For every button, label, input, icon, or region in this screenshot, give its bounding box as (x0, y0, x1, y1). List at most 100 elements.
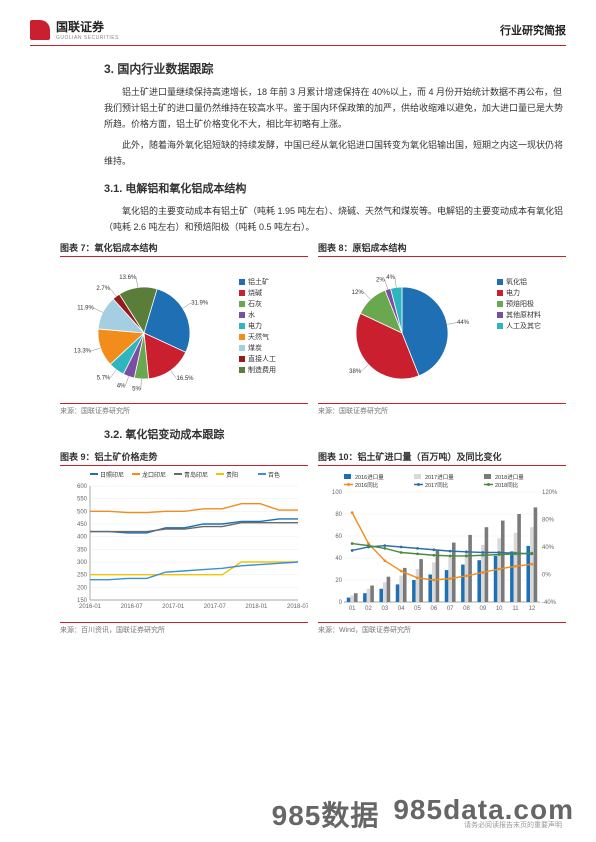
svg-text:铝土矿: 铝土矿 (248, 277, 269, 286)
svg-text:03: 03 (381, 606, 388, 612)
svg-text:龙口印尼: 龙口印尼 (142, 471, 166, 479)
para-2: 此外，随着海外氧化铝短缺的持续发酵，中国已经从氧化铝进口国转变为氧化铝输出国，短… (104, 138, 566, 170)
svg-text:20: 20 (335, 578, 342, 584)
svg-text:其他原材料: 其他原材料 (506, 310, 541, 319)
svg-text:制造费用: 制造费用 (248, 365, 276, 374)
fig8-body: 44% 38% 12% 2%4% 氧化铝电力预焙阳极其他原材料人工及其它 (318, 261, 566, 401)
svg-text:09: 09 (479, 606, 486, 612)
svg-text:直接人工: 直接人工 (248, 354, 276, 363)
section-3-2-title: 3.2. 氧化铝变动成本跟踪 (104, 426, 566, 442)
svg-text:60: 60 (335, 534, 342, 540)
svg-text:4%: 4% (386, 275, 395, 281)
svg-text:31.9%: 31.9% (191, 301, 209, 307)
fig7-box: 图表 7：氧化铝成本结构 31.9%16.5%5%4%5.7%13.3%11.9… (60, 241, 308, 416)
fig10-body: 2016进口量2017进口量2018进口量2016同比2017同比2018同比0… (318, 470, 566, 620)
section-3-title: 3. 国内行业数据跟踪 (104, 60, 566, 77)
svg-text:600: 600 (77, 484, 88, 490)
svg-text:电力: 电力 (506, 288, 520, 297)
svg-text:2018-01: 2018-01 (245, 604, 268, 610)
svg-text:12: 12 (528, 606, 535, 612)
svg-text:2016进口量: 2016进口量 (355, 473, 384, 481)
svg-text:16.5%: 16.5% (176, 376, 194, 382)
para-1: 铝土矿进口量继续保持高速增长，18 年前 3 月累计增速保持在 40%以上，而 … (104, 85, 566, 132)
header-right: 行业研究简报 (500, 22, 566, 38)
svg-text:石灰: 石灰 (248, 299, 262, 308)
svg-text:电力: 电力 (248, 321, 262, 330)
svg-text:2016-07: 2016-07 (121, 604, 144, 610)
svg-text:人工及其它: 人工及其它 (506, 321, 541, 330)
svg-text:2018进口量: 2018进口量 (495, 473, 524, 481)
svg-text:氧化铝: 氧化铝 (506, 277, 527, 286)
para-3: 氧化铝的主要变动成本有铝土矿（吨耗 1.95 吨左右）、烧碱、天然气和煤炭等。电… (104, 204, 566, 236)
svg-text:400: 400 (77, 535, 88, 541)
svg-text:01: 01 (349, 606, 356, 612)
svg-text:-40%: -40% (542, 600, 557, 606)
svg-text:预焙阳极: 预焙阳极 (506, 299, 534, 308)
watermark-b: 985data.com (393, 794, 574, 834)
svg-text:02: 02 (365, 606, 372, 612)
svg-text:贵阳: 贵阳 (226, 471, 238, 479)
section-3-1-title: 3.1. 电解铝和氧化铝成本结构 (104, 180, 566, 196)
svg-text:80: 80 (335, 512, 342, 518)
svg-text:煤炭: 煤炭 (248, 343, 262, 352)
fig7-source: 来源：国联证券研究所 (60, 403, 308, 416)
svg-text:2.7%: 2.7% (96, 286, 110, 292)
svg-text:38%: 38% (349, 369, 362, 375)
svg-text:5.7%: 5.7% (97, 376, 111, 382)
charts-row-2: 图表 9：铝土矿价格走势 日照印尼龙口印尼青岛印尼贵阳百色15020025030… (60, 450, 566, 635)
fig10-source: 来源：Wind，国联证券研究所 (318, 622, 566, 635)
svg-text:40%: 40% (542, 545, 555, 551)
svg-text:烧碱: 烧碱 (248, 288, 262, 297)
svg-text:200: 200 (77, 586, 88, 592)
fig8-box: 图表 8：原铝成本结构 44% 38% 12% 2%4% 氧化铝电力预焙阳极其他原材料人… (318, 241, 566, 416)
fig9-body: 日照印尼龙口印尼青岛印尼贵阳百色150200250300350400450500… (60, 470, 308, 620)
svg-text:450: 450 (77, 522, 88, 528)
logo-en: GUOLIAN SECURITIES (56, 35, 119, 41)
svg-text:06: 06 (430, 606, 437, 612)
fig10-box: 图表 10：铝土矿进口量（百万吨）及同比变化 2016进口量2017进口量201… (318, 450, 566, 635)
svg-text:天然气: 天然气 (248, 332, 269, 341)
svg-text:500: 500 (77, 510, 88, 516)
svg-text:40: 40 (335, 556, 342, 562)
fig7-body: 31.9%16.5%5%4%5.7%13.3%11.9%2.7%13.6%铝土矿… (60, 261, 308, 401)
svg-text:2016同比: 2016同比 (355, 481, 379, 489)
svg-text:10: 10 (496, 606, 503, 612)
fig8-source: 来源：国联证券研究所 (318, 403, 566, 416)
svg-text:13.6%: 13.6% (119, 275, 137, 281)
logo-cn: 国联证券 (56, 18, 119, 35)
svg-text:12%: 12% (352, 290, 365, 296)
fig8-title: 图表 8：原铝成本结构 (318, 241, 566, 257)
svg-text:07: 07 (447, 606, 454, 612)
svg-text:0: 0 (339, 600, 343, 606)
watermark: 985数据 985data.com (272, 794, 574, 834)
charts-row-1: 图表 7：氧化铝成本结构 31.9%16.5%5%4%5.7%13.3%11.9… (60, 241, 566, 416)
svg-text:青岛印尼: 青岛印尼 (184, 471, 208, 479)
svg-text:日照印尼: 日照印尼 (100, 472, 124, 479)
svg-text:水: 水 (248, 310, 255, 319)
fig9-source: 来源：百川资讯，国联证券研究所 (60, 622, 308, 635)
svg-text:百色: 百色 (268, 471, 280, 479)
svg-text:0%: 0% (542, 573, 551, 579)
watermark-a: 985数据 (272, 794, 380, 834)
svg-text:350: 350 (77, 548, 88, 554)
svg-text:05: 05 (414, 606, 421, 612)
svg-text:300: 300 (77, 560, 88, 566)
svg-text:80%: 80% (542, 518, 555, 524)
svg-text:250: 250 (77, 573, 88, 579)
svg-text:5%: 5% (132, 387, 141, 393)
svg-text:11: 11 (512, 606, 519, 612)
svg-text:2018同比: 2018同比 (495, 481, 519, 489)
svg-text:2017-07: 2017-07 (204, 604, 227, 610)
svg-text:120%: 120% (542, 490, 558, 496)
svg-text:4%: 4% (117, 384, 126, 390)
page-root: 国联证券 GUOLIAN SECURITIES 行业研究简报 3. 国内行业数据… (0, 0, 596, 647)
svg-text:100: 100 (332, 490, 343, 496)
svg-text:2%: 2% (376, 278, 385, 284)
svg-text:2018-07: 2018-07 (287, 604, 308, 610)
svg-text:44%: 44% (457, 320, 470, 326)
logo-mark-icon (30, 20, 50, 40)
svg-text:2017同比: 2017同比 (425, 481, 449, 489)
fig9-box: 图表 9：铝土矿价格走势 日照印尼龙口印尼青岛印尼贵阳百色15020025030… (60, 450, 308, 635)
svg-text:550: 550 (77, 497, 88, 503)
svg-text:08: 08 (463, 606, 470, 612)
